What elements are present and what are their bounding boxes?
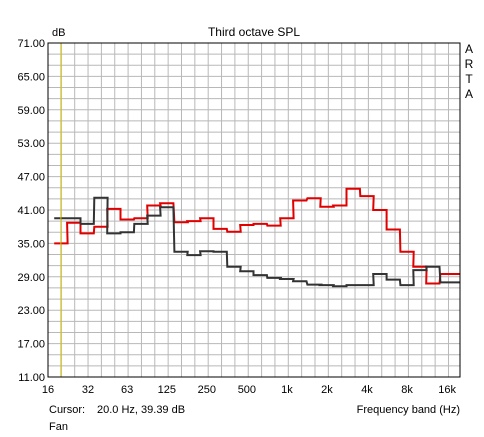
y-tick-label: 71.00: [17, 38, 45, 50]
x-tick-label: 2k: [321, 384, 333, 396]
y-tick-label: 53.00: [17, 138, 45, 150]
brand-letter: A: [465, 42, 473, 56]
brand-letter: A: [465, 87, 473, 101]
cursor-readout: 20.0 Hz, 39.39 dB: [97, 404, 185, 416]
x-axis-label: Frequency band (Hz): [357, 404, 460, 416]
x-tick-label: 500: [238, 384, 256, 396]
series-line: [54, 187, 460, 285]
grid: [48, 43, 460, 377]
y-tick-label: 65.00: [17, 71, 45, 83]
x-tick-label: 8k: [401, 384, 413, 396]
y-tick-label: 17.00: [17, 339, 45, 351]
y-tick-label: 59.00: [17, 105, 45, 117]
y-axis-label: dB: [52, 27, 65, 39]
x-tick-label: 4k: [361, 384, 373, 396]
plot-frame: [47, 42, 461, 378]
chart-title: Third octave SPL: [208, 25, 300, 39]
brand-letter: R: [465, 57, 474, 71]
x-tick-label: 16: [42, 384, 54, 396]
x-tick-labels: 16 32 63 125 250 500 1k 2k 4k 8k 16k: [42, 384, 457, 396]
y-tick-label: 23.00: [17, 305, 45, 317]
y-tick-labels: 71.00 65.00 59.00 53.00 47.00 41.00 35.00 29.00…: [17, 38, 45, 384]
x-tick-label: 16k: [438, 384, 456, 396]
y-tick-label: 47.00: [17, 172, 45, 184]
x-tick-label: 63: [121, 384, 133, 396]
series-line: [54, 196, 460, 288]
series-layer: [54, 187, 460, 288]
footer-label: Fan: [49, 421, 68, 433]
y-tick-label: 41.00: [17, 205, 45, 217]
x-tick-label: 125: [158, 384, 176, 396]
y-tick-label: 35.00: [17, 238, 45, 250]
x-tick-label: 250: [198, 384, 216, 396]
x-tick-label: 32: [82, 384, 94, 396]
y-tick-label: 29.00: [17, 272, 45, 284]
cursor-label: Cursor:: [49, 404, 85, 416]
y-tick-label: 11.00: [18, 372, 45, 384]
x-tick-label: 1k: [281, 384, 293, 396]
brand-letter: T: [465, 72, 473, 86]
